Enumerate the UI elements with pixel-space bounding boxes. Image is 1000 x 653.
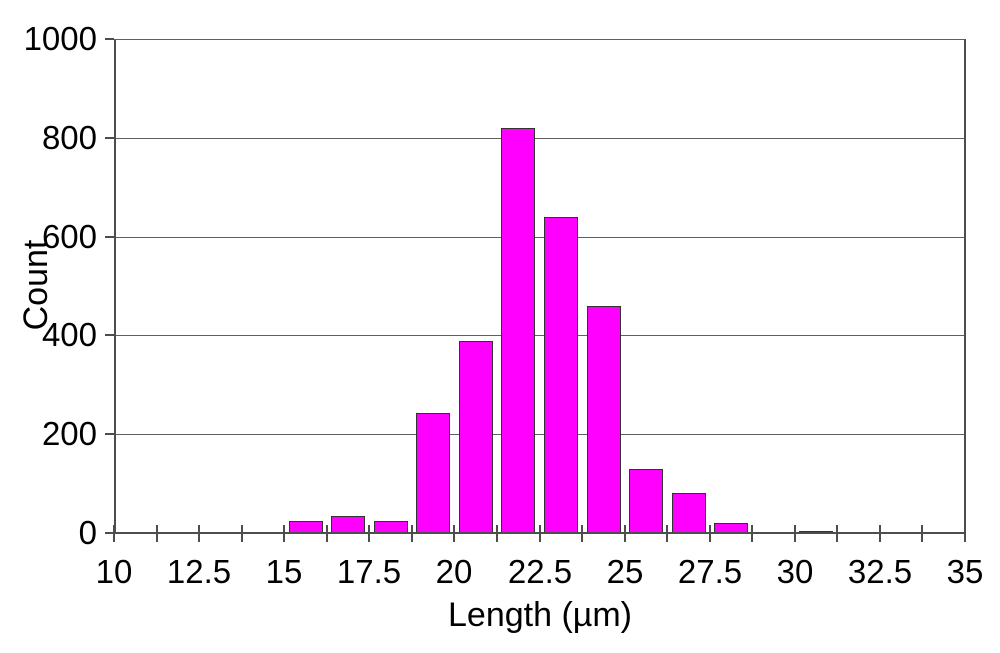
x-axis-line — [114, 532, 965, 534]
x-tick-label: 30 — [776, 553, 814, 590]
x-tick-label: 25 — [606, 553, 644, 590]
x-tick-label: 27.5 — [677, 553, 743, 590]
plot-right-border — [964, 39, 966, 534]
y-tick-label: 800 — [41, 119, 97, 156]
x-tick-label: 20 — [435, 553, 473, 590]
y-tick — [105, 137, 114, 139]
histogram-bar — [331, 516, 365, 533]
histogram-bar — [587, 306, 621, 533]
plot-top-border — [114, 39, 965, 40]
gridline — [114, 434, 965, 435]
y-tick — [105, 433, 114, 435]
x-tick-label: 12.5 — [166, 553, 232, 590]
histogram-bar — [672, 493, 706, 533]
gridline — [114, 335, 965, 336]
y-tick-label: 600 — [41, 218, 97, 255]
x-axis-title: Length (µm) — [448, 596, 632, 634]
x-tick-label: 35 — [946, 553, 984, 590]
x-tick-label: 15 — [265, 553, 303, 590]
y-axis-title: Count — [17, 239, 55, 331]
y-tick-label: 0 — [78, 514, 97, 551]
y-tick-label: 400 — [41, 316, 97, 353]
y-tick — [105, 236, 114, 238]
histogram-bar — [459, 341, 493, 533]
histogram-bar — [501, 128, 535, 533]
gridline — [114, 237, 965, 238]
y-axis-line — [114, 39, 116, 534]
y-tick — [105, 38, 114, 40]
x-tick-label: 17.5 — [336, 553, 402, 590]
x-tick-label: 22.5 — [507, 553, 573, 590]
y-tick — [105, 334, 114, 336]
histogram-bar — [629, 469, 663, 533]
y-tick-label: 1000 — [23, 20, 97, 57]
x-tick-label: 10 — [95, 553, 133, 590]
gridline — [114, 138, 965, 139]
histogram-bar — [416, 413, 450, 533]
x-tick-label: 32.5 — [847, 553, 913, 590]
histogram-bar — [544, 217, 578, 533]
y-tick — [105, 532, 114, 534]
y-tick-label: 200 — [41, 415, 97, 452]
